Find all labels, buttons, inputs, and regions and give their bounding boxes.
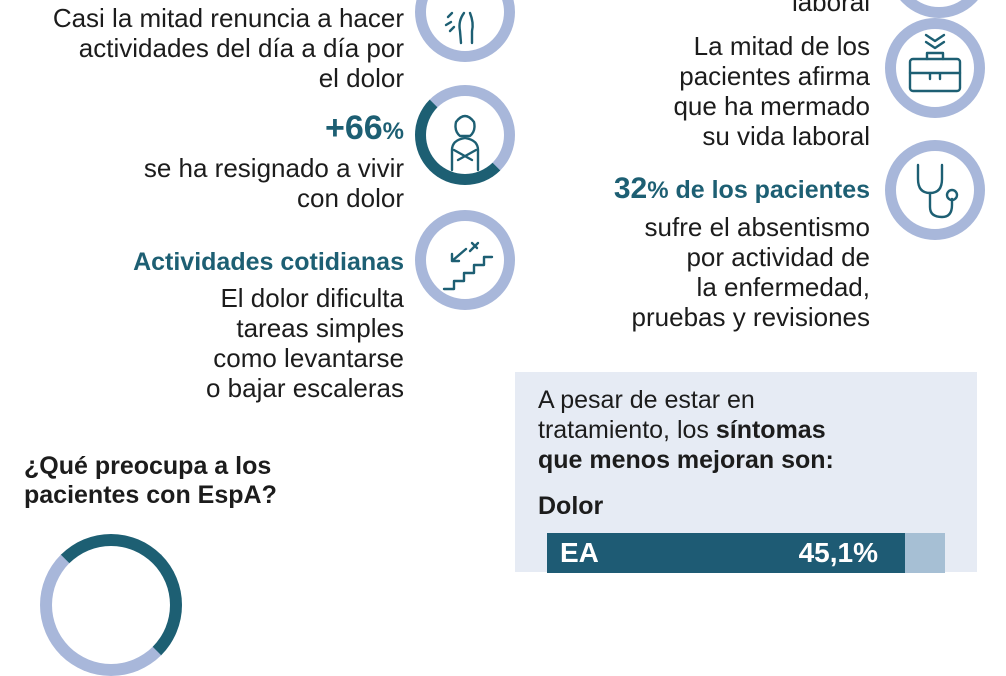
right-item3-heading: 32% de los pacientes [614, 171, 870, 209]
back-pain-person-glyph [444, 11, 474, 45]
item3-line: como levantarse [213, 343, 404, 373]
stethoscope-glyph [916, 163, 959, 219]
item2-percent-unit: % [382, 118, 404, 145]
item1-line: el dolor [318, 63, 404, 93]
item3-heading: Actividades cotidianas [133, 248, 404, 276]
right-item1-text: laboral [791, 0, 870, 17]
item3-line: El dolor dificulta [220, 283, 404, 313]
item1-line: actividades del día a día por [78, 33, 404, 63]
panel-intro-line: que menos mejoran son: [538, 446, 834, 474]
right-item3-percent-unit: % [647, 177, 669, 204]
question-line: ¿Qué preocupa a los [24, 452, 272, 480]
item3-text: El dolor dificulta tareas simples como l… [206, 283, 404, 403]
item2-text: se ha resignado a vivir con dolor [144, 153, 404, 213]
right-item2-line: que ha mermado [673, 91, 870, 121]
item2-percent-value: +66 [324, 109, 383, 147]
right-item3-text: sufre el absentismo por actividad de la … [632, 212, 870, 332]
item1-text: Casi la mitad renuncia a hacer actividad… [53, 3, 404, 93]
right-item3-heading-rest: de los pacientes [668, 176, 870, 204]
item2-percent: +66% [325, 110, 404, 150]
briefcase-glyph [908, 33, 962, 93]
dolor-bar-label: EA [560, 537, 599, 568]
right-item2-line: La mitad de los [693, 31, 870, 61]
panel-intro-bold: síntomas [715, 416, 826, 444]
right-item3-line: sufre el absentismo [644, 212, 870, 242]
stairs-glyph [442, 241, 494, 291]
panel-intro-line: tratamiento, los síntomas [538, 415, 834, 445]
panel-section-title: Dolor [538, 492, 604, 520]
right-item2-text: La mitad de los pacientes afirma que ha … [673, 31, 870, 151]
right-item3-line: la enfermedad, [696, 272, 870, 302]
item2-line: con dolor [297, 183, 404, 213]
item3-line: o bajar escaleras [206, 373, 404, 403]
right-item3-line: por actividad de [686, 242, 870, 272]
question-heading: ¿Qué preocupa a los pacientes con EspA? [24, 452, 277, 510]
item2-line: se ha resignado a vivir [143, 153, 404, 183]
back-pain-person-icon [415, 0, 515, 62]
item3-line: tareas simples [236, 313, 404, 343]
panel-intro-plain: tratamiento, los [538, 416, 716, 444]
panel-intro-line: A pesar de estar en [538, 386, 755, 414]
self-hug-person-icon [415, 85, 515, 185]
right-item2-line: su vida laboral [702, 121, 870, 151]
self-hug-person-glyph [450, 114, 480, 172]
right-item3-percent-value: 32 [613, 172, 648, 205]
stethoscope-icon [885, 140, 985, 240]
bottom-ring-decoration [40, 534, 182, 676]
panel-intro: A pesar de estar en tratamiento, los sín… [538, 385, 834, 475]
top-right-ring [888, 0, 990, 18]
right-item2-line: pacientes afirma [679, 61, 870, 91]
dolor-bar-value: 45,1% [798, 537, 878, 568]
right-item3-line: pruebas y revisiones [631, 302, 870, 332]
stairs-icon [415, 210, 515, 310]
briefcase-icon [885, 18, 985, 118]
question-line: pacientes con EspA? [24, 481, 277, 509]
item1-line: Casi la mitad renuncia a hacer [52, 3, 404, 33]
